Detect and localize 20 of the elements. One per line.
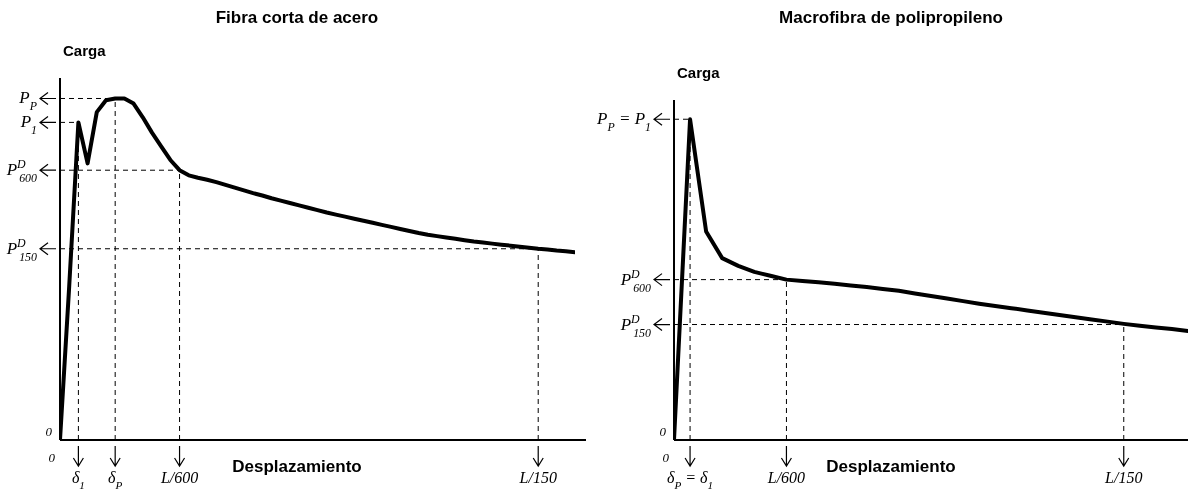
text: 0 xyxy=(48,450,56,465)
x-tick-label: L/600 xyxy=(766,469,806,486)
y-axis-title: Carga xyxy=(677,64,720,81)
text: 0 xyxy=(662,450,670,465)
x-tick-label: δ$_{P}$ = δ$_{1}$ xyxy=(667,469,714,491)
ref-line-label: P$_{P}$ xyxy=(18,88,37,114)
y-axis-title: Carga xyxy=(63,42,106,59)
x-axis-title: Desplazamiento xyxy=(826,457,956,476)
text: 0 xyxy=(45,424,53,439)
x-tick-label: δ$_{1}$ xyxy=(71,469,85,491)
chart-title: Macrofibra de polipropileno xyxy=(778,8,1004,28)
ref-line-label: P$_{1}$ xyxy=(19,112,37,138)
x-tick-label: L/150 xyxy=(518,469,557,486)
x-tick-label: L/600 xyxy=(159,469,199,486)
text: 0 xyxy=(659,424,667,439)
x-axis-title: Desplazamiento xyxy=(232,457,362,476)
x-tick-label: L/150 xyxy=(1104,469,1143,486)
ref-line-label: P$_{P}$ = P$_{1}$ xyxy=(596,109,651,135)
chart-title: Fibra corta de acero xyxy=(214,8,380,28)
x-tick-label: δ$_{P}$ xyxy=(108,469,123,491)
